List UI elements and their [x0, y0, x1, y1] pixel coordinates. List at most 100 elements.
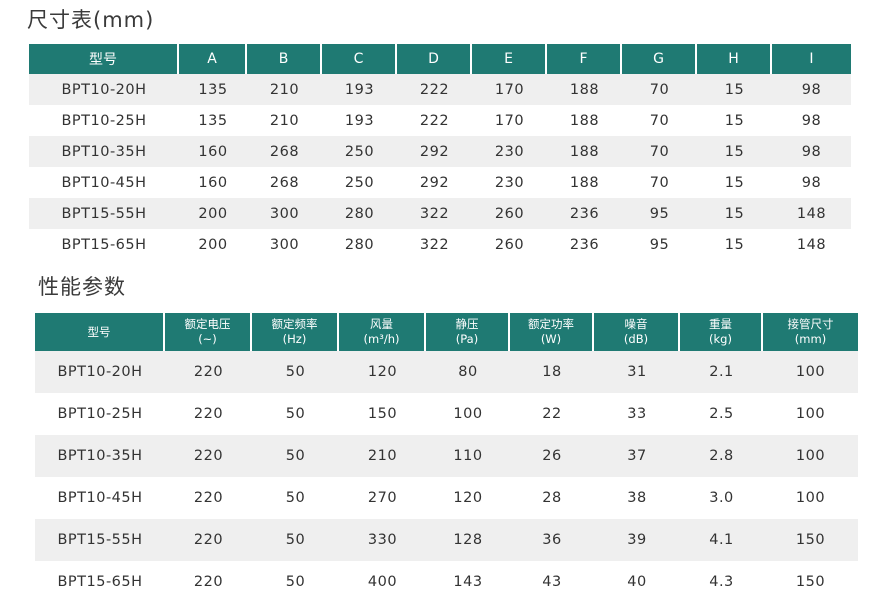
value-cell: 128 [426, 519, 510, 561]
value-cell: 220 [193, 490, 224, 506]
value-cell: 300 [269, 236, 300, 253]
value-cell: 220 [165, 435, 252, 477]
performance-table: 型号 额定电压 (~) 额定频率 (Hz) 风量 (m³/h) 静压 (Pa) 额定功率 (W) 噪音… [35, 313, 858, 603]
value-cell: 292 [397, 136, 472, 167]
value-cell: 15 [724, 236, 745, 253]
value-cell: 160 [198, 174, 228, 191]
header-model: 型号 [29, 44, 179, 74]
model-cell: BPT15-55H [35, 519, 165, 561]
value-cell: 100 [795, 406, 826, 422]
performance-header-cell: 接管尺寸 (mm) [763, 313, 858, 351]
value-cell: 135 [179, 74, 247, 105]
value-cell: 50 [252, 351, 339, 393]
value-cell: 236 [547, 198, 622, 229]
value-cell: 260 [494, 236, 525, 253]
performance-header-cell: 额定功率 (W) [510, 313, 594, 351]
header-g: G [622, 44, 697, 74]
value-cell: 70 [649, 112, 670, 129]
value-cell: 268 [247, 136, 322, 167]
value-cell: 98 [772, 74, 851, 105]
value-cell: 270 [367, 490, 398, 506]
dimension-table: 型号 A B C D E F G H I BPT10-20H 135 210 193 2… [29, 44, 851, 260]
value-cell: 95 [622, 198, 697, 229]
value-cell: 4.1 [680, 519, 763, 561]
dimension-table-row: BPT10-45H 160 268 250 292 230 188 70 15 98 [29, 167, 851, 198]
performance-table-row: BPT10-45H 220 50 270 120 28 38 3.0 100 [35, 477, 858, 519]
value-cell: 31 [594, 351, 680, 393]
value-cell: 188 [569, 112, 600, 129]
header-unit: (kg) [709, 332, 732, 346]
header-unit: (dB) [623, 332, 649, 346]
value-cell: 70 [622, 136, 697, 167]
value-cell: 120 [453, 490, 483, 506]
header-i: I [772, 44, 851, 74]
value-cell: 100 [453, 406, 483, 422]
value-cell: 50 [285, 574, 306, 590]
header-e: E [472, 44, 547, 74]
value-cell: 50 [285, 406, 306, 422]
performance-table-row: BPT10-35H 220 50 210 110 26 37 2.8 100 [35, 435, 858, 477]
value-cell: 188 [547, 136, 622, 167]
performance-header-cell: 额定电压 (~) [165, 313, 252, 351]
header-label: 重量 [709, 317, 732, 331]
value-cell: 200 [198, 236, 228, 253]
value-cell: 15 [697, 136, 772, 167]
value-cell: 135 [198, 112, 228, 129]
value-cell: 193 [344, 112, 375, 129]
value-cell: 70 [622, 74, 697, 105]
value-cell: 160 [179, 136, 247, 167]
value-cell: 43 [542, 574, 562, 590]
value-cell: 15 [697, 74, 772, 105]
value-cell: 222 [419, 112, 450, 129]
performance-header-cell: 重量 (kg) [680, 313, 763, 351]
model-cell: BPT10-35H [29, 136, 179, 167]
header-c: C [322, 44, 397, 74]
performance-table-title: 性能参数 [38, 275, 126, 299]
model-cell: BPT10-35H [35, 435, 165, 477]
value-cell: 220 [193, 406, 224, 422]
value-cell: 26 [510, 435, 594, 477]
dimension-table-row: BPT10-35H 160 268 250 292 230 188 70 15 98 [29, 136, 851, 167]
value-cell: 100 [795, 490, 826, 506]
value-cell: 148 [772, 198, 851, 229]
performance-table-row: BPT10-25H 220 50 150 100 22 33 2.5 100 [35, 393, 858, 435]
value-cell: 150 [367, 406, 398, 422]
performance-header-row: 型号 额定电压 (~) 额定频率 (Hz) 风量 (m³/h) 静压 (Pa) 额定功率 (W) 噪音… [35, 313, 858, 351]
value-cell: 37 [594, 435, 680, 477]
model-cell: BPT10-45H [61, 174, 147, 191]
value-cell: 39 [594, 519, 680, 561]
model-cell: BPT10-25H [57, 406, 143, 422]
value-cell: 15 [724, 174, 745, 191]
performance-header-cell: 风量 (m³/h) [339, 313, 426, 351]
value-cell: 300 [247, 198, 322, 229]
value-cell: 120 [339, 351, 426, 393]
dimension-table-row: BPT15-55H 200 300 280 322 260 236 95 15 148 [29, 198, 851, 229]
value-cell: 210 [269, 112, 300, 129]
value-cell: 70 [649, 174, 670, 191]
value-cell: 170 [494, 112, 525, 129]
value-cell: 230 [472, 136, 547, 167]
header-label: 额定功率 [528, 317, 574, 331]
value-cell: 250 [344, 174, 375, 191]
value-cell: 38 [627, 490, 647, 506]
value-cell: 40 [627, 574, 647, 590]
header-label: 额定频率 [271, 317, 318, 331]
value-cell: 322 [397, 198, 472, 229]
dimension-table-row: BPT15-65H 200 300 280 322 260 236 95 15 148 [29, 229, 851, 260]
value-cell: 220 [193, 574, 224, 590]
value-cell: 230 [494, 174, 525, 191]
value-cell: 98 [772, 136, 851, 167]
header-unit: (~) [198, 332, 217, 346]
value-cell: 148 [796, 236, 827, 253]
header-label: 静压 [455, 317, 479, 331]
dimension-table-title: 尺寸表(mm) [27, 8, 155, 32]
header-f: F [547, 44, 622, 74]
model-cell: BPT15-65H [57, 574, 143, 590]
value-cell: 18 [510, 351, 594, 393]
header-unit: (mm) [794, 332, 827, 346]
value-cell: 100 [763, 351, 858, 393]
model-cell: BPT10-25H [61, 112, 147, 129]
value-cell: 95 [649, 236, 670, 253]
value-cell: 2.5 [709, 406, 734, 422]
value-cell: 236 [569, 236, 600, 253]
